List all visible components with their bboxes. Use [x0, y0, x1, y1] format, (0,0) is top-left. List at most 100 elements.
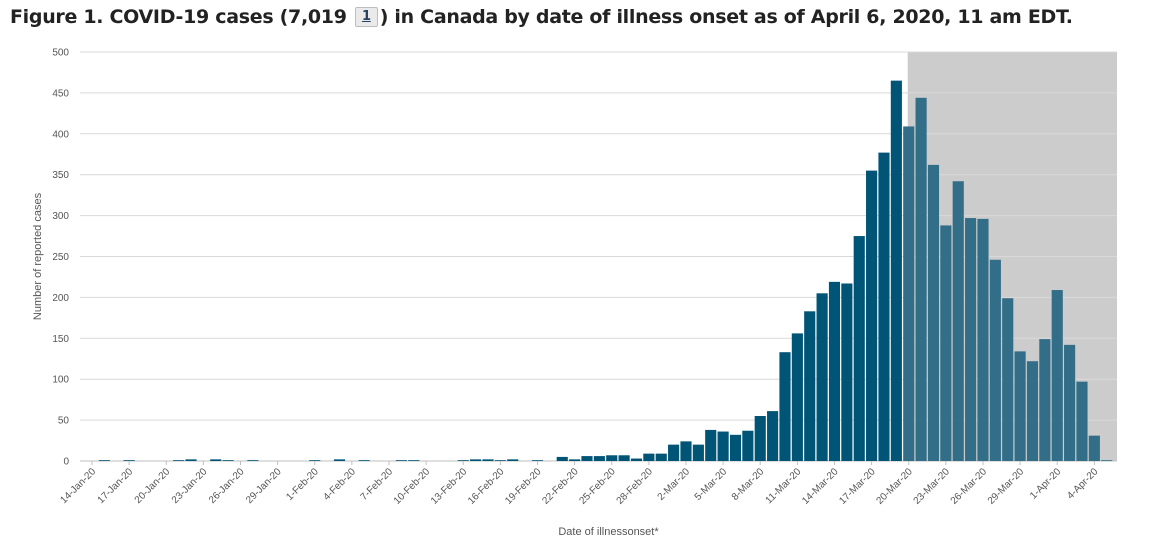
bar-20-Mar-20 — [903, 126, 915, 462]
x-tick-label: 29-Mar-20 — [986, 466, 1027, 507]
x-tick-label: 14-Jan-20 — [59, 466, 99, 506]
bar-1-Mar-20 — [668, 444, 680, 461]
bar-11-Mar-20 — [791, 333, 803, 461]
bar-5-Apr-20 — [1101, 460, 1113, 461]
x-tick-label: 16-Feb-20 — [466, 466, 507, 507]
bar-5-Mar-20 — [717, 431, 729, 461]
y-tick-label: 450 — [52, 88, 69, 99]
y-tick-label: 250 — [52, 252, 69, 263]
bar-8-Feb-20 — [395, 460, 407, 461]
bar-24-Feb-20 — [593, 456, 605, 461]
bar-24-Mar-20 — [952, 181, 964, 461]
y-tick-label: 200 — [52, 293, 69, 304]
bar-27-Mar-20 — [989, 259, 1001, 461]
bar-14-Mar-20 — [828, 281, 841, 461]
bar-19-Feb-20 — [531, 460, 544, 461]
bar-10-Mar-20 — [779, 352, 791, 461]
x-tick-label: 5-Mar-20 — [693, 466, 730, 503]
bar-17-Jan-20 — [123, 460, 135, 461]
x-tick-label: 28-Feb-20 — [615, 466, 656, 507]
x-tick-label: 8-Mar-20 — [730, 466, 767, 503]
bar-3-Mar-20 — [692, 444, 704, 461]
bar-21-Feb-20 — [556, 456, 568, 461]
bar-15-Jan-20 — [98, 460, 110, 461]
x-tick-label: 23-Jan-20 — [170, 466, 210, 506]
x-tick-label: 20-Mar-20 — [874, 466, 915, 507]
title-text-end: ) in Canada by date of illness onset as … — [379, 6, 1073, 28]
bar-28-Feb-20 — [643, 453, 655, 461]
bar-9-Feb-20 — [408, 460, 420, 461]
bar-27-Feb-20 — [630, 458, 643, 461]
bar-5-Feb-20 — [358, 460, 370, 461]
bar-25-Jan-20 — [222, 460, 234, 461]
x-tick-label: 23-Mar-20 — [912, 466, 953, 507]
bar-29-Feb-20 — [655, 453, 667, 461]
bars — [98, 80, 1113, 462]
y-axis-label: Number of reported cases — [32, 192, 44, 320]
x-tick-label: 11-Mar-20 — [764, 466, 804, 506]
bar-23-Mar-20 — [940, 225, 952, 461]
bar-21-Mar-20 — [915, 97, 927, 462]
bar-28-Mar-20 — [1002, 298, 1014, 461]
bar-12-Mar-20 — [804, 311, 816, 461]
x-tick-label: 4-Apr-20 — [1065, 466, 1101, 502]
bar-6-Mar-20 — [729, 434, 742, 461]
y-tick-label: 350 — [52, 170, 69, 181]
bar-2-Apr-20 — [1064, 344, 1076, 461]
x-tick-label: 13-Feb-20 — [429, 466, 470, 507]
y-tick-label: 100 — [52, 375, 69, 386]
bar-31-Mar-20 — [1039, 339, 1051, 461]
x-tick-label: 10-Feb-20 — [392, 466, 433, 507]
x-tick-label: 19-Feb-20 — [503, 466, 544, 507]
bar-3-Feb-20 — [333, 459, 346, 461]
x-tick-label: 17-Jan-20 — [96, 466, 136, 506]
x-tick-label: 4-Feb-20 — [322, 466, 359, 503]
bar-1-Apr-20 — [1051, 290, 1063, 461]
bar-26-Mar-20 — [977, 218, 989, 461]
bar-1-Feb-20 — [309, 460, 321, 461]
x-tick-label: 14-Mar-20 — [800, 466, 841, 507]
x-tick-label: 26-Jan-20 — [207, 466, 247, 506]
bar-19-Mar-20 — [890, 80, 902, 461]
footnote-link[interactable]: 1 — [354, 7, 378, 27]
bar-13-Feb-20 — [457, 460, 469, 461]
bar-16-Mar-20 — [853, 236, 865, 461]
bar-24-Jan-20 — [210, 459, 222, 461]
bar-17-Mar-20 — [866, 170, 878, 462]
x-tick-label: 25-Feb-20 — [577, 466, 618, 507]
y-tick-label: 400 — [52, 129, 69, 140]
bar-17-Feb-20 — [507, 459, 519, 461]
x-tick-label: 29-Jan-20 — [244, 466, 284, 506]
x-tick-label: 1-Feb-20 — [284, 466, 321, 503]
x-tick-label: 26-Mar-20 — [949, 466, 990, 507]
bar-15-Feb-20 — [482, 459, 494, 461]
bar-2-Mar-20 — [680, 441, 692, 461]
bar-21-Jan-20 — [173, 460, 185, 461]
bar-3-Apr-20 — [1076, 381, 1088, 461]
title-text-start: Figure 1. COVID-19 cases (7,019 — [10, 6, 353, 28]
bar-14-Feb-20 — [470, 459, 482, 461]
bar-8-Mar-20 — [754, 416, 766, 461]
x-tick-label: 7-Feb-20 — [359, 466, 396, 503]
bar-29-Mar-20 — [1014, 351, 1026, 461]
bar-22-Mar-20 — [927, 164, 940, 461]
y-tick-label: 500 — [52, 48, 69, 59]
bar-13-Mar-20 — [816, 293, 828, 461]
bar-26-Feb-20 — [618, 455, 630, 461]
x-tick-label: 17-Mar-20 — [837, 466, 878, 507]
x-tick-label: 1-Apr-20 — [1028, 466, 1064, 502]
y-tick-label: 150 — [52, 334, 69, 345]
bar-25-Mar-20 — [965, 218, 977, 461]
x-tick-label: 22-Feb-20 — [540, 466, 581, 507]
y-tick-label: 50 — [58, 416, 70, 427]
bar-16-Feb-20 — [494, 460, 506, 461]
bar-15-Mar-20 — [841, 283, 853, 461]
x-axis-label: Date of illnessonset* — [558, 526, 659, 538]
bar-22-Jan-20 — [185, 459, 197, 461]
bar-4-Apr-20 — [1088, 435, 1100, 461]
chart-title: Figure 1. COVID-19 cases (7,019 1) in Ca… — [10, 6, 1073, 36]
bar-25-Feb-20 — [606, 455, 618, 461]
bar-27-Jan-20 — [247, 460, 259, 461]
x-tick-label: 20-Jan-20 — [133, 466, 173, 506]
